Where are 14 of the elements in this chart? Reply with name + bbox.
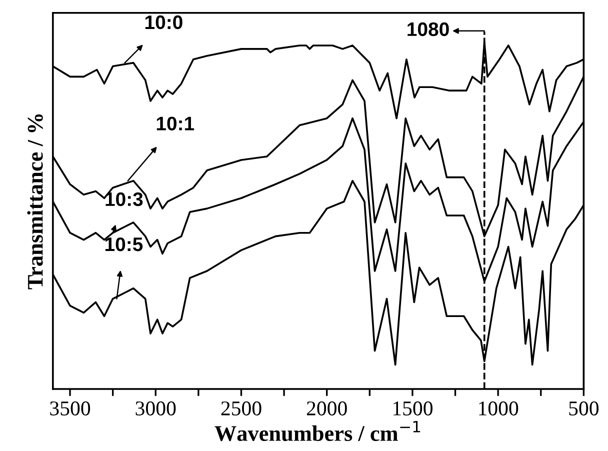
annotation: 10:1 bbox=[156, 116, 194, 130]
x-tick-label: 3500 bbox=[50, 401, 90, 416]
x-axis-title: Wavenumbers / cm$^{−1}$ bbox=[214, 420, 420, 442]
x-tick-label: 500 bbox=[569, 401, 599, 416]
ref-line-label: 1080 bbox=[408, 22, 449, 36]
x-tick-label: 3000 bbox=[136, 401, 176, 416]
annotation: 10:5 bbox=[105, 237, 143, 252]
y-axis-title: Transmittance / % bbox=[27, 114, 43, 290]
annotation: 10:0 bbox=[145, 15, 182, 30]
x-tick-label: 1500 bbox=[393, 401, 432, 416]
x-tick-label: 1000 bbox=[479, 401, 518, 416]
x-tick-label: 2000 bbox=[306, 401, 347, 416]
annotation: 10:3 bbox=[106, 192, 143, 206]
x-tick-label: 2500 bbox=[221, 401, 262, 416]
